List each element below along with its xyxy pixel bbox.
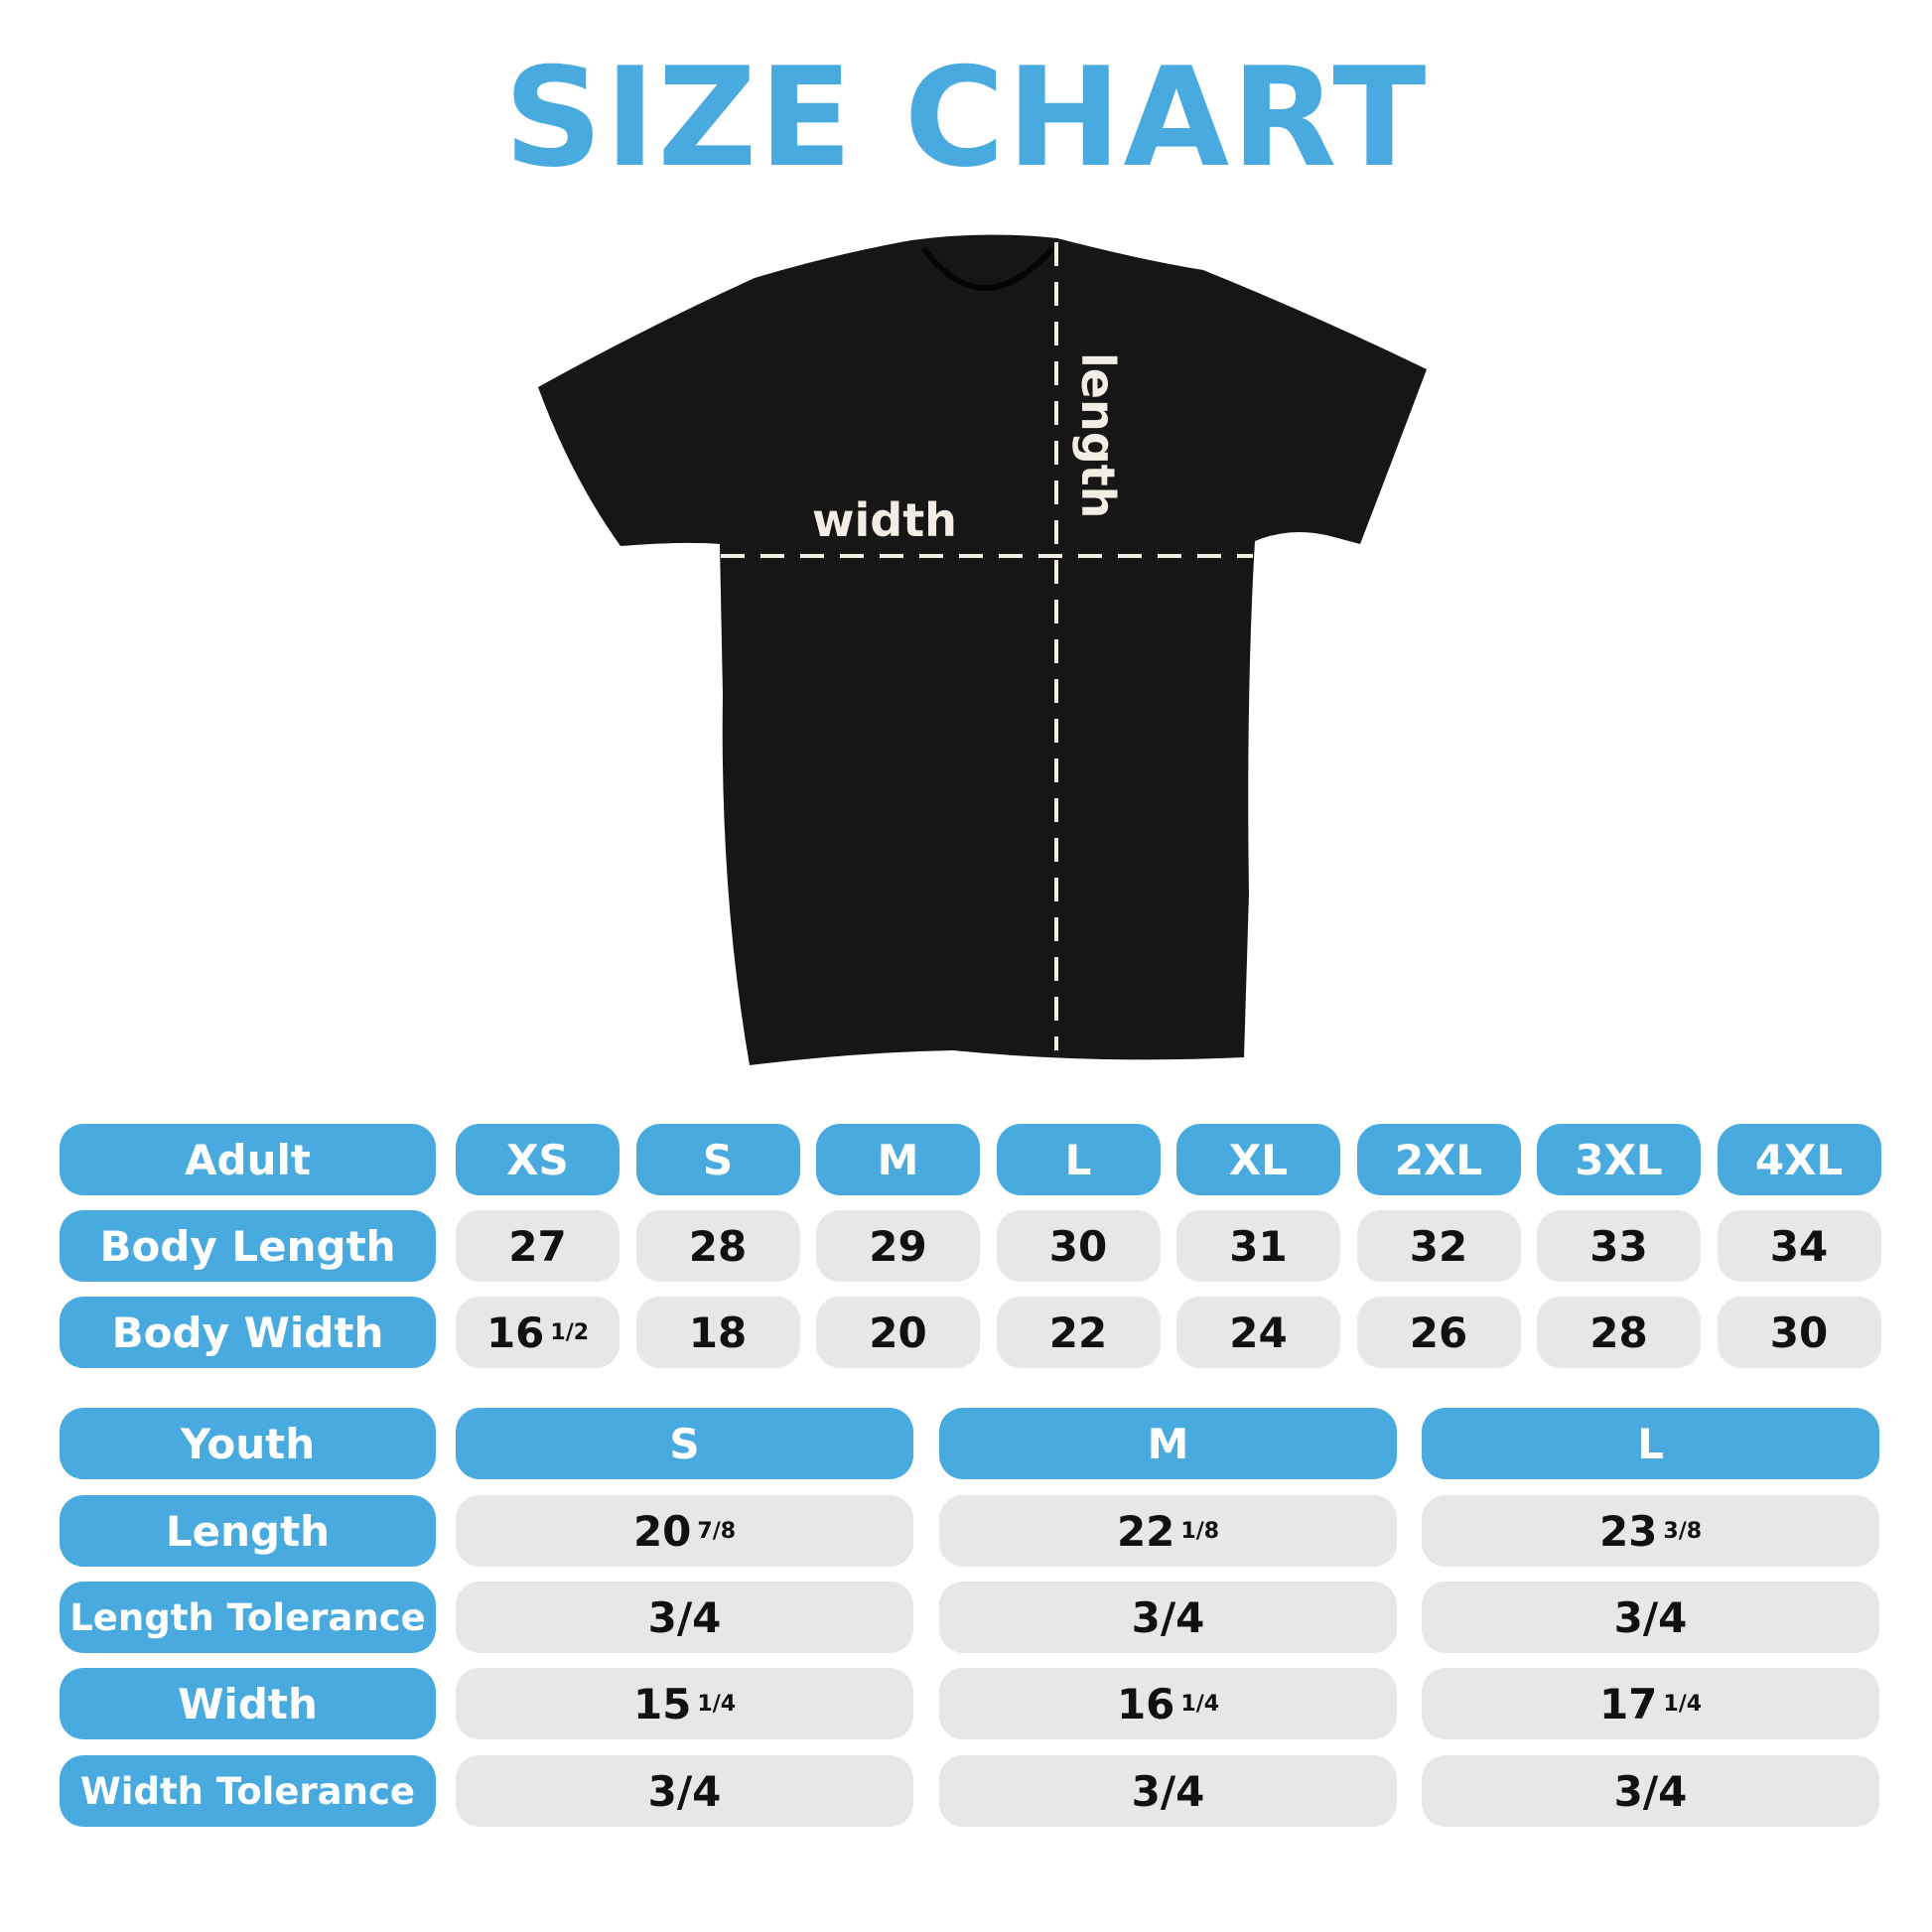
value-fraction: 3/8 bbox=[1663, 1518, 1703, 1544]
value-cell: 26 bbox=[1356, 1297, 1521, 1368]
value-fraction: 7/8 bbox=[697, 1518, 737, 1544]
neckline bbox=[920, 246, 1055, 291]
value-number: 30 bbox=[1048, 1221, 1108, 1271]
value-number: 28 bbox=[1589, 1308, 1648, 1357]
value-cell: 15 1/4 bbox=[456, 1668, 913, 1739]
size-header-l: L bbox=[996, 1124, 1161, 1195]
value-cell: 3/4 bbox=[456, 1582, 913, 1653]
value-cell: 27 bbox=[456, 1210, 620, 1282]
value-cell: 17 1/4 bbox=[1422, 1668, 1879, 1739]
value-number: 18 bbox=[688, 1308, 748, 1357]
youth-size-header-s: S bbox=[456, 1408, 913, 1479]
row-label: Width Tolerance bbox=[60, 1755, 436, 1827]
value-number: 23 bbox=[1598, 1506, 1658, 1556]
size-header-xs: XS bbox=[456, 1124, 620, 1195]
value-cell: 32 bbox=[1356, 1210, 1521, 1282]
size-header-s: S bbox=[635, 1124, 800, 1195]
value-number: 27 bbox=[508, 1221, 567, 1271]
row-label: Body Length bbox=[60, 1210, 436, 1282]
value-cell: 3/4 bbox=[939, 1755, 1397, 1827]
value-cell: 3/4 bbox=[456, 1755, 913, 1827]
value-number: 32 bbox=[1409, 1221, 1468, 1271]
value-number: 30 bbox=[1769, 1308, 1829, 1357]
value-fraction: 1/4 bbox=[697, 1691, 737, 1717]
value-number: 22 bbox=[1116, 1506, 1175, 1556]
value-number: 22 bbox=[1048, 1308, 1108, 1357]
size-header-xl: XL bbox=[1176, 1124, 1340, 1195]
length-label: length bbox=[1071, 352, 1125, 518]
adult-header: Adult bbox=[60, 1124, 436, 1195]
size-header-4xl: 4XL bbox=[1717, 1124, 1881, 1195]
value-cell: 31 bbox=[1176, 1210, 1340, 1282]
size-header-2xl: 2XL bbox=[1356, 1124, 1521, 1195]
value-fraction: 1/2 bbox=[550, 1319, 590, 1345]
value-cell: 3/4 bbox=[939, 1582, 1397, 1653]
value-fraction: 1/8 bbox=[1180, 1518, 1220, 1544]
value-number: 3/4 bbox=[1613, 1766, 1688, 1816]
value-number: 20 bbox=[632, 1506, 692, 1556]
value-fraction: 1/4 bbox=[1663, 1691, 1703, 1717]
value-cell: 22 1/8 bbox=[939, 1495, 1397, 1567]
value-cell: 16 1/2 bbox=[456, 1297, 620, 1368]
value-number: 34 bbox=[1769, 1221, 1829, 1271]
value-number: 16 bbox=[1116, 1679, 1175, 1728]
value-number: 29 bbox=[869, 1221, 927, 1271]
youth-size-header-l: L bbox=[1422, 1408, 1879, 1479]
value-number: 3/4 bbox=[647, 1766, 722, 1816]
value-cell: 34 bbox=[1717, 1210, 1881, 1282]
value-fraction: 1/4 bbox=[1180, 1691, 1220, 1717]
value-cell: 18 bbox=[635, 1297, 800, 1368]
value-number: 3/4 bbox=[1131, 1592, 1205, 1642]
youth-size-header-m: M bbox=[939, 1408, 1397, 1479]
value-cell: 29 bbox=[816, 1210, 980, 1282]
size-header-m: M bbox=[816, 1124, 980, 1195]
value-cell: 22 bbox=[996, 1297, 1161, 1368]
youth-header: Youth bbox=[60, 1408, 436, 1479]
page-title: SIZE CHART bbox=[503, 38, 1429, 198]
size-header-3xl: 3XL bbox=[1537, 1124, 1701, 1195]
row-label: Width bbox=[60, 1668, 436, 1739]
value-number: 3/4 bbox=[1613, 1592, 1688, 1642]
value-cell: 28 bbox=[635, 1210, 800, 1282]
value-number: 33 bbox=[1589, 1221, 1648, 1271]
value-number: 17 bbox=[1598, 1679, 1658, 1728]
value-number: 3/4 bbox=[647, 1592, 722, 1642]
value-cell: 23 3/8 bbox=[1422, 1495, 1879, 1567]
value-number: 28 bbox=[688, 1221, 748, 1271]
value-cell: 30 bbox=[1717, 1297, 1881, 1368]
value-number: 24 bbox=[1229, 1308, 1288, 1357]
value-number: 26 bbox=[1409, 1308, 1468, 1357]
value-cell: 3/4 bbox=[1422, 1755, 1879, 1827]
value-number: 31 bbox=[1229, 1221, 1288, 1271]
value-cell: 33 bbox=[1537, 1210, 1701, 1282]
value-cell: 16 1/4 bbox=[939, 1668, 1397, 1739]
value-number: 3/4 bbox=[1131, 1766, 1205, 1816]
value-cell: 24 bbox=[1176, 1297, 1340, 1368]
value-cell: 20 bbox=[816, 1297, 980, 1368]
row-label: Body Width bbox=[60, 1297, 436, 1368]
value-cell: 3/4 bbox=[1422, 1582, 1879, 1653]
value-cell: 28 bbox=[1537, 1297, 1701, 1368]
value-cell: 20 7/8 bbox=[456, 1495, 913, 1567]
value-cell: 30 bbox=[996, 1210, 1161, 1282]
value-number: 15 bbox=[632, 1679, 692, 1728]
value-number: 16 bbox=[485, 1308, 545, 1357]
row-label: Length Tolerance bbox=[60, 1582, 436, 1653]
width-label: width bbox=[812, 493, 957, 547]
value-number: 20 bbox=[869, 1308, 927, 1357]
row-label: Length bbox=[60, 1495, 436, 1567]
tshirt-shape bbox=[538, 234, 1427, 1065]
